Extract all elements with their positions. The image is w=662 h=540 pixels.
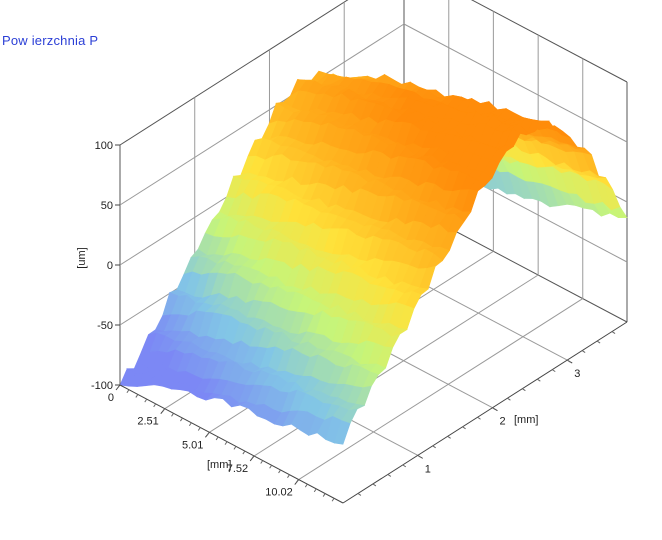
frame-edge — [470, 0, 628, 83]
x-minor-tick — [180, 417, 183, 422]
y-minor-tick — [492, 407, 496, 411]
x-minor-tick — [153, 403, 157, 408]
x-minor-tick — [135, 394, 139, 398]
x-minor-tick — [251, 455, 255, 460]
x-tick-label: 0 — [108, 392, 114, 404]
x-minor-tick — [197, 427, 201, 431]
x-minor-tick — [171, 413, 174, 417]
x-minor-tick — [331, 498, 335, 502]
x-minor-tick — [260, 460, 264, 464]
x-minor-tick — [242, 450, 246, 455]
x-minor-tick — [304, 483, 308, 488]
plot-front-edges — [119, 321, 628, 504]
x-minor-tick — [269, 464, 273, 469]
grid-line — [403, 23, 628, 143]
y-minor-tick — [611, 331, 616, 334]
x-tick-mark — [115, 384, 121, 391]
y-minor-tick — [417, 454, 422, 458]
x-minor-tick — [144, 398, 148, 403]
y-minor-tick — [581, 350, 586, 353]
x-minor-tick — [322, 493, 326, 497]
frame-edge — [119, 0, 349, 146]
y-minor-tick — [477, 416, 481, 420]
y-minor-tick — [402, 464, 407, 468]
frame-edge — [119, 384, 344, 504]
y-minor-tick — [387, 474, 392, 477]
surface-patch — [334, 420, 351, 445]
x-minor-tick — [126, 389, 130, 393]
x-tick-label: 10.02 — [265, 487, 293, 499]
x-minor-tick — [188, 422, 192, 427]
y-tick-label: 1 — [425, 463, 431, 475]
x-minor-tick — [287, 474, 290, 478]
x-minor-tick — [295, 479, 299, 483]
y-minor-tick — [596, 340, 601, 344]
y-tick-label: 2 — [499, 416, 505, 428]
page-title: Pow ierzchnia P — [2, 33, 99, 48]
surface-mesh — [119, 70, 628, 445]
x-minor-tick — [162, 408, 166, 412]
y-minor-tick — [462, 426, 466, 430]
x-minor-tick — [215, 436, 219, 441]
z-tick-label: 0 — [107, 260, 113, 272]
x-minor-tick — [233, 446, 237, 450]
y-axis-label: [mm] — [514, 414, 538, 426]
z-axis-label: [um] — [76, 247, 88, 268]
x-tick-label: 2.51 — [137, 416, 158, 428]
y-minor-tick — [522, 388, 526, 392]
z-tick-label: -100 — [91, 380, 113, 392]
x-axis-label: [mm] — [207, 459, 231, 471]
z-tick-label: 50 — [101, 200, 113, 212]
z-tick-label: -50 — [97, 320, 113, 332]
grid-line — [298, 298, 584, 481]
x-minor-tick — [206, 431, 210, 436]
grid-line — [119, 23, 405, 206]
y-minor-tick — [447, 435, 451, 439]
y-minor-tick — [537, 378, 541, 382]
y-minor-tick — [551, 369, 556, 373]
x-minor-tick — [278, 469, 281, 474]
x-tick-label: 7.52 — [227, 463, 248, 475]
x-tick-label: 5.01 — [182, 439, 203, 451]
y-minor-tick — [507, 397, 511, 401]
y-minor-tick — [566, 359, 571, 363]
y-minor-tick — [357, 493, 362, 496]
y-tick-label: 3 — [574, 368, 580, 380]
x-minor-tick — [313, 488, 317, 493]
frame-edge — [342, 321, 628, 504]
y-minor-tick — [432, 445, 436, 449]
y-minor-tick — [372, 483, 377, 487]
x-minor-tick — [224, 441, 228, 445]
z-tick-label: 100 — [95, 140, 113, 152]
